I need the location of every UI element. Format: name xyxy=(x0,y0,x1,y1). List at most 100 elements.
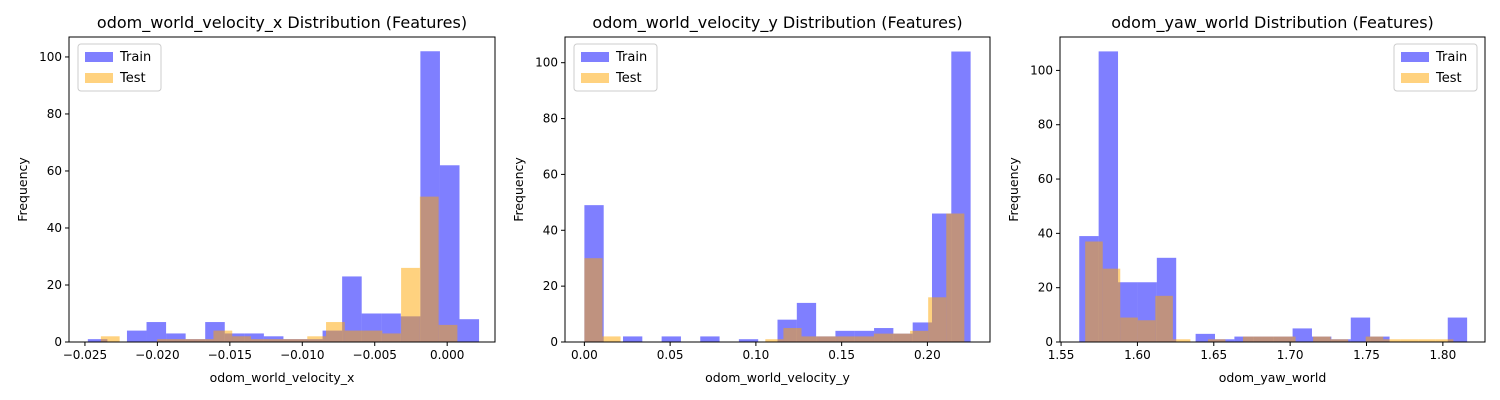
legend-swatch-test xyxy=(581,73,609,83)
y-tick-label: 20 xyxy=(543,279,558,293)
chart-2: 0.00 0.05 0.10 0.15 0.20 0 20 40 60 80 100 odom_wor… xyxy=(511,13,991,385)
histogram-bar xyxy=(87,339,108,342)
histogram-bar xyxy=(783,328,802,342)
series-test xyxy=(584,213,965,342)
histogram-bar xyxy=(100,336,120,342)
y-axis-label: Frequency xyxy=(511,157,526,222)
histogram-bar xyxy=(146,322,167,342)
histogram-bar xyxy=(194,339,214,342)
histogram-bar xyxy=(796,302,817,342)
series-test xyxy=(100,196,458,342)
y-tick-label: 20 xyxy=(1038,281,1053,295)
chart-title: odom_yaw_world Distribution (Features) xyxy=(1111,13,1434,33)
y-tick-label: 40 xyxy=(1038,226,1053,240)
histogram-bar xyxy=(157,339,176,342)
x-axis-label: odom_world_velocity_y xyxy=(705,370,850,385)
legend-label-test: Test xyxy=(1435,71,1462,86)
y-tick-label: 80 xyxy=(543,112,558,126)
y-tick-label: 100 xyxy=(1030,63,1053,77)
histogram-bar xyxy=(401,267,420,342)
y-tick-label: 60 xyxy=(1038,172,1053,186)
histogram-bar xyxy=(1172,339,1191,342)
histogram-bar xyxy=(166,333,186,342)
histogram-bar xyxy=(1120,317,1138,342)
y-tick-label: 100 xyxy=(535,56,558,70)
y-tick-label: 0 xyxy=(54,335,62,349)
x-tick-label: 1.75 xyxy=(1353,348,1380,362)
legend-swatch-test xyxy=(1401,73,1429,83)
histogram-bar xyxy=(326,322,345,342)
histogram-bar xyxy=(438,324,458,342)
histogram-bar xyxy=(1137,320,1156,342)
histogram-bar xyxy=(1195,333,1216,342)
y-tick-label: 0 xyxy=(1045,335,1053,349)
axes-frame xyxy=(564,36,991,343)
x-tick-label: 0.10 xyxy=(743,348,770,362)
y-tick-label: 0 xyxy=(550,335,558,349)
legend-label-train: Train xyxy=(119,50,151,65)
histogram-bar xyxy=(342,276,362,342)
histogram-bar xyxy=(175,339,195,342)
chart-1: −0.025 −0.020 −0.015 −0.010 −0.005 0.000 0 20 40… xyxy=(15,13,496,385)
histogram-bar xyxy=(765,339,784,342)
legend-label-train: Train xyxy=(615,50,647,65)
histogram-bar xyxy=(1365,336,1384,342)
histogram-bar xyxy=(623,336,643,342)
x-tick-label: −0.020 xyxy=(135,348,179,362)
axes-frame xyxy=(68,36,496,343)
x-tick-label: −0.015 xyxy=(208,348,252,362)
y-tick-label: 80 xyxy=(1038,118,1053,132)
histogram-bar xyxy=(1242,336,1261,342)
histogram-bar xyxy=(288,339,308,342)
x-tick-label: 0.000 xyxy=(430,348,464,362)
x-tick-label: 0.05 xyxy=(657,348,684,362)
legend-swatch-train xyxy=(85,52,113,62)
x-tick-label: −0.025 xyxy=(63,348,107,362)
histogram-bar xyxy=(891,333,911,342)
histogram-bar xyxy=(213,330,233,342)
y-tick-label: 40 xyxy=(543,223,558,237)
histogram-bar xyxy=(661,336,681,342)
legend: Train Test xyxy=(1393,43,1478,92)
x-tick-label: 0.00 xyxy=(571,348,598,362)
y-axis-label: Frequency xyxy=(1006,157,1021,222)
histogram-bar xyxy=(419,196,439,342)
legend: Train Test xyxy=(77,43,162,92)
x-axis-label: odom_world_velocity_x xyxy=(210,370,355,385)
legend-label-train: Train xyxy=(1435,50,1467,65)
histogram-bar xyxy=(126,330,147,342)
histogram-bar xyxy=(1383,339,1401,342)
histogram-bar xyxy=(1085,241,1103,342)
histogram-bar xyxy=(250,339,270,342)
histogram-bar xyxy=(1435,339,1454,342)
histogram-bar xyxy=(232,336,251,342)
histogram-bar xyxy=(1278,336,1296,342)
histogram-bar xyxy=(1400,339,1419,342)
series-test xyxy=(1085,241,1454,342)
legend-swatch-train xyxy=(581,52,609,62)
histogram-bar xyxy=(910,330,929,342)
histogram-bar xyxy=(1418,339,1436,342)
histogram-bar xyxy=(946,213,965,342)
histogram-bar xyxy=(382,333,402,342)
legend: Train Test xyxy=(573,43,658,92)
x-tick-label: 1.80 xyxy=(1429,348,1456,362)
x-tick-label: 1.70 xyxy=(1277,348,1304,362)
axes-frame xyxy=(1059,36,1486,343)
x-tick-label: 1.60 xyxy=(1124,348,1151,362)
y-tick-label: 60 xyxy=(47,164,62,178)
y-tick-label: 40 xyxy=(47,221,62,235)
x-axis-label: odom_yaw_world xyxy=(1219,370,1327,385)
chart-title: odom_world_velocity_x Distribution (Feat… xyxy=(97,13,467,33)
histogram-bar xyxy=(269,339,289,342)
x-tick-label: −0.010 xyxy=(280,348,324,362)
histogram-bar xyxy=(801,336,820,342)
y-tick-label: 100 xyxy=(39,50,62,64)
x-tick-label: 1.55 xyxy=(1048,348,1075,362)
histogram-bar xyxy=(1292,328,1312,342)
histogram-bar xyxy=(363,330,383,342)
histogram-bar xyxy=(1155,295,1173,342)
histogram-bar xyxy=(700,336,720,342)
x-tick-label: 0.20 xyxy=(914,348,941,362)
